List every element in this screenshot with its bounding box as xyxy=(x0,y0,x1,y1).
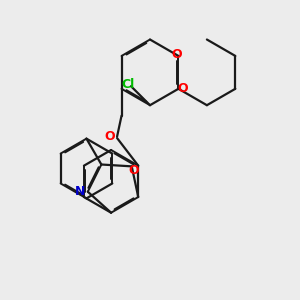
Text: O: O xyxy=(129,164,140,177)
Text: O: O xyxy=(104,130,115,143)
Text: O: O xyxy=(178,82,188,95)
Text: Cl: Cl xyxy=(122,78,135,91)
Text: N: N xyxy=(75,185,86,198)
Text: O: O xyxy=(172,48,182,61)
